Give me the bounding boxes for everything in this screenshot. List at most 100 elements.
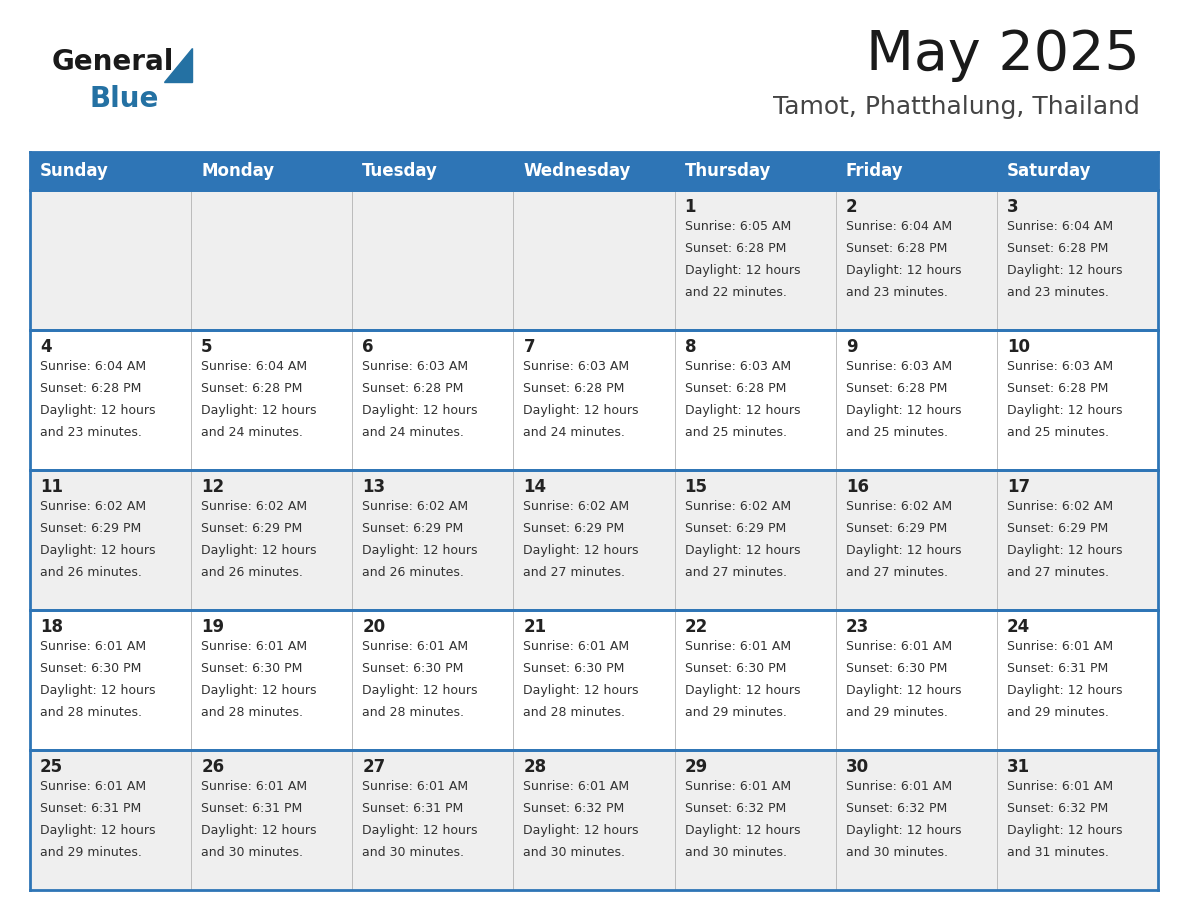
Text: and 28 minutes.: and 28 minutes. (362, 706, 465, 719)
Text: Daylight: 12 hours: Daylight: 12 hours (684, 544, 800, 557)
Text: Daylight: 12 hours: Daylight: 12 hours (1007, 404, 1123, 417)
Text: Sunrise: 6:01 AM: Sunrise: 6:01 AM (1007, 640, 1113, 653)
Text: Sunset: 6:31 PM: Sunset: 6:31 PM (201, 802, 303, 815)
Bar (30, 330, 191, 470)
Text: Sunset: 6:28 PM: Sunset: 6:28 PM (40, 382, 141, 395)
Bar (675, 152, 835, 190)
Text: Sunrise: 6:01 AM: Sunrise: 6:01 AM (524, 640, 630, 653)
Bar (353, 330, 513, 470)
Text: and 27 minutes.: and 27 minutes. (524, 566, 625, 579)
Text: and 24 minutes.: and 24 minutes. (201, 426, 303, 439)
Text: and 25 minutes.: and 25 minutes. (684, 426, 786, 439)
Text: and 26 minutes.: and 26 minutes. (362, 566, 465, 579)
Text: and 31 minutes.: and 31 minutes. (1007, 846, 1108, 859)
Text: May 2025: May 2025 (866, 28, 1140, 82)
Text: Sunrise: 6:01 AM: Sunrise: 6:01 AM (201, 780, 308, 793)
Text: Sunset: 6:29 PM: Sunset: 6:29 PM (1007, 522, 1108, 535)
Text: Daylight: 12 hours: Daylight: 12 hours (1007, 544, 1123, 557)
Text: Sunrise: 6:04 AM: Sunrise: 6:04 AM (40, 360, 146, 373)
Text: 30: 30 (846, 758, 868, 776)
Text: 12: 12 (201, 478, 225, 496)
Text: Daylight: 12 hours: Daylight: 12 hours (846, 684, 961, 697)
Text: Sunrise: 6:01 AM: Sunrise: 6:01 AM (524, 780, 630, 793)
Text: 13: 13 (362, 478, 385, 496)
Text: Daylight: 12 hours: Daylight: 12 hours (524, 404, 639, 417)
Text: and 27 minutes.: and 27 minutes. (684, 566, 786, 579)
Text: 17: 17 (1007, 478, 1030, 496)
Text: Sunset: 6:28 PM: Sunset: 6:28 PM (362, 382, 463, 395)
Bar (835, 470, 997, 610)
Text: 31: 31 (1007, 758, 1030, 776)
Bar (835, 152, 997, 190)
Text: Sunset: 6:32 PM: Sunset: 6:32 PM (684, 802, 785, 815)
Text: Daylight: 12 hours: Daylight: 12 hours (40, 684, 156, 697)
Bar (835, 190, 997, 330)
Bar (513, 750, 675, 890)
Text: Sunset: 6:30 PM: Sunset: 6:30 PM (40, 662, 141, 675)
Text: Daylight: 12 hours: Daylight: 12 hours (362, 544, 478, 557)
Text: 6: 6 (362, 338, 374, 356)
Text: and 29 minutes.: and 29 minutes. (1007, 706, 1108, 719)
Text: and 26 minutes.: and 26 minutes. (201, 566, 303, 579)
Text: Sunset: 6:28 PM: Sunset: 6:28 PM (846, 382, 947, 395)
Text: and 25 minutes.: and 25 minutes. (1007, 426, 1108, 439)
Text: Sunset: 6:28 PM: Sunset: 6:28 PM (201, 382, 303, 395)
Text: 19: 19 (201, 618, 225, 636)
Text: and 24 minutes.: and 24 minutes. (524, 426, 625, 439)
Text: Daylight: 12 hours: Daylight: 12 hours (846, 824, 961, 837)
Text: Sunrise: 6:03 AM: Sunrise: 6:03 AM (1007, 360, 1113, 373)
Bar (30, 610, 191, 750)
Text: Sunset: 6:30 PM: Sunset: 6:30 PM (201, 662, 303, 675)
Text: Sunset: 6:30 PM: Sunset: 6:30 PM (524, 662, 625, 675)
Text: Tuesday: Tuesday (362, 162, 438, 180)
Text: and 30 minutes.: and 30 minutes. (362, 846, 465, 859)
Text: Daylight: 12 hours: Daylight: 12 hours (1007, 684, 1123, 697)
Text: 23: 23 (846, 618, 868, 636)
Bar (513, 610, 675, 750)
Text: Sunset: 6:32 PM: Sunset: 6:32 PM (524, 802, 625, 815)
Text: Daylight: 12 hours: Daylight: 12 hours (201, 404, 317, 417)
Text: Friday: Friday (846, 162, 903, 180)
Bar (675, 750, 835, 890)
Bar (353, 610, 513, 750)
Text: Sunrise: 6:01 AM: Sunrise: 6:01 AM (1007, 780, 1113, 793)
Bar (191, 470, 353, 610)
Text: Sunset: 6:30 PM: Sunset: 6:30 PM (684, 662, 786, 675)
Text: Sunrise: 6:01 AM: Sunrise: 6:01 AM (40, 640, 146, 653)
Text: Tamot, Phatthalung, Thailand: Tamot, Phatthalung, Thailand (773, 95, 1140, 119)
Text: Sunrise: 6:02 AM: Sunrise: 6:02 AM (846, 500, 952, 513)
Text: Sunset: 6:28 PM: Sunset: 6:28 PM (846, 242, 947, 255)
Text: Sunset: 6:29 PM: Sunset: 6:29 PM (846, 522, 947, 535)
Bar (353, 750, 513, 890)
Text: 18: 18 (40, 618, 63, 636)
Text: Daylight: 12 hours: Daylight: 12 hours (201, 824, 317, 837)
Text: Sunrise: 6:03 AM: Sunrise: 6:03 AM (362, 360, 468, 373)
Text: Sunrise: 6:01 AM: Sunrise: 6:01 AM (684, 780, 791, 793)
Text: Sunrise: 6:03 AM: Sunrise: 6:03 AM (846, 360, 952, 373)
Text: and 28 minutes.: and 28 minutes. (524, 706, 625, 719)
Text: General: General (52, 48, 175, 76)
Bar (835, 750, 997, 890)
Text: Daylight: 12 hours: Daylight: 12 hours (684, 824, 800, 837)
Text: Sunset: 6:32 PM: Sunset: 6:32 PM (846, 802, 947, 815)
Text: Saturday: Saturday (1007, 162, 1092, 180)
Text: Sunrise: 6:03 AM: Sunrise: 6:03 AM (524, 360, 630, 373)
Text: 26: 26 (201, 758, 225, 776)
Bar (997, 610, 1158, 750)
Text: and 29 minutes.: and 29 minutes. (40, 846, 141, 859)
Text: Daylight: 12 hours: Daylight: 12 hours (1007, 264, 1123, 277)
Text: Sunset: 6:29 PM: Sunset: 6:29 PM (684, 522, 785, 535)
Text: Blue: Blue (90, 85, 159, 113)
Text: and 26 minutes.: and 26 minutes. (40, 566, 141, 579)
Text: Daylight: 12 hours: Daylight: 12 hours (362, 824, 478, 837)
Text: 22: 22 (684, 618, 708, 636)
Text: Sunrise: 6:03 AM: Sunrise: 6:03 AM (684, 360, 791, 373)
Text: Sunset: 6:28 PM: Sunset: 6:28 PM (684, 382, 786, 395)
Text: Sunday: Sunday (40, 162, 109, 180)
Text: Daylight: 12 hours: Daylight: 12 hours (524, 544, 639, 557)
Text: 1: 1 (684, 198, 696, 216)
Text: and 30 minutes.: and 30 minutes. (201, 846, 303, 859)
Bar (997, 152, 1158, 190)
Bar (353, 152, 513, 190)
Text: Daylight: 12 hours: Daylight: 12 hours (362, 684, 478, 697)
